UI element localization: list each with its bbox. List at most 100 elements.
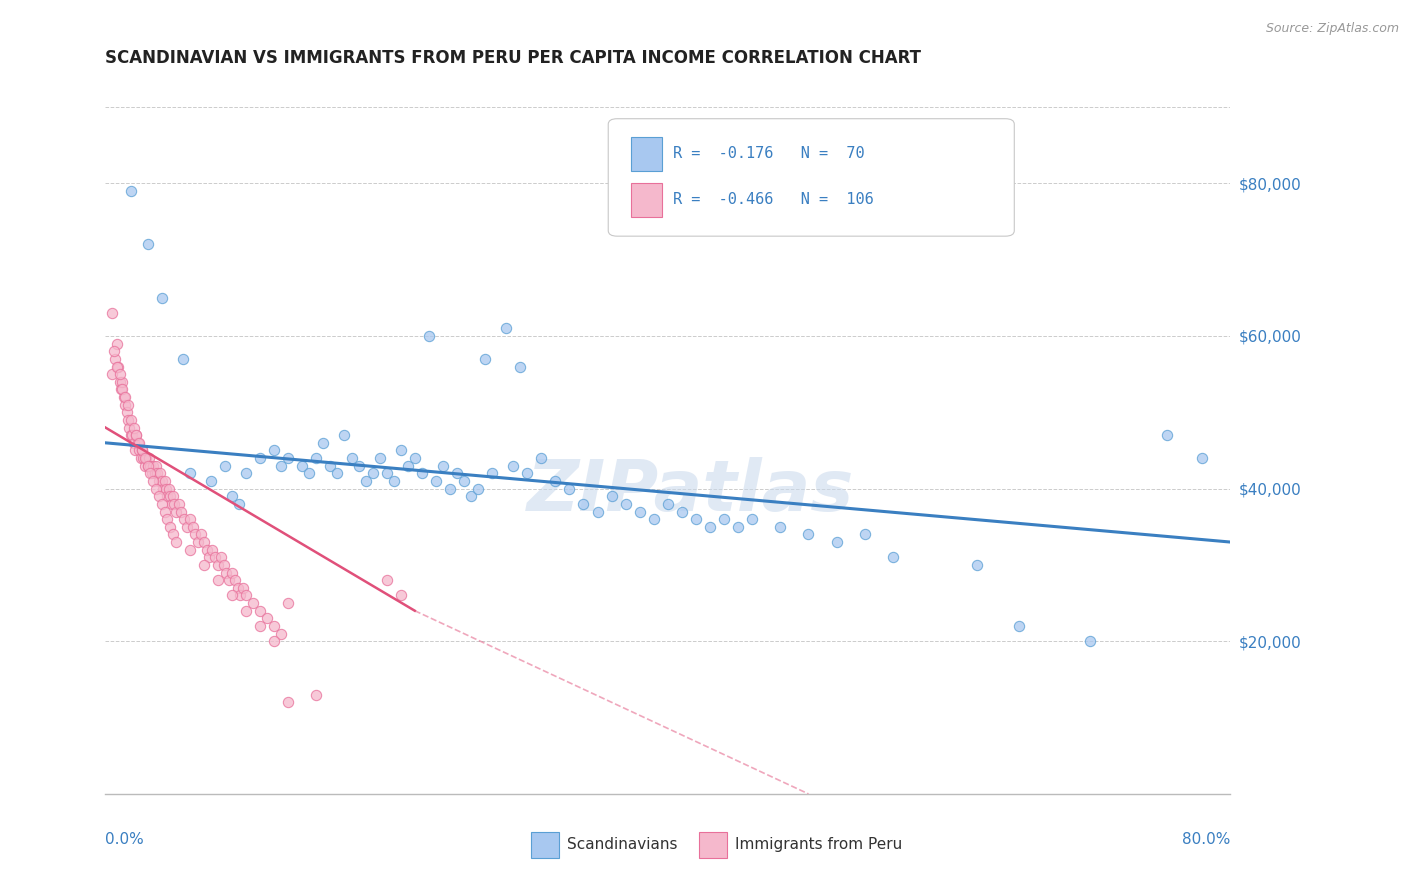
Point bbox=[218, 573, 240, 587]
Point bbox=[193, 535, 215, 549]
Point bbox=[263, 443, 285, 458]
Point bbox=[129, 451, 152, 466]
Point bbox=[291, 458, 314, 473]
Point bbox=[122, 420, 145, 434]
Point bbox=[825, 535, 848, 549]
Point bbox=[474, 351, 496, 366]
Point bbox=[195, 542, 218, 557]
Point bbox=[127, 435, 149, 450]
Point bbox=[145, 482, 167, 496]
Point bbox=[263, 619, 285, 633]
FancyBboxPatch shape bbox=[631, 136, 662, 171]
Point bbox=[425, 474, 447, 488]
Point bbox=[101, 367, 124, 381]
Point bbox=[270, 626, 292, 640]
Point bbox=[221, 566, 243, 580]
Point bbox=[382, 474, 405, 488]
Text: R =  -0.466   N =  106: R = -0.466 N = 106 bbox=[673, 193, 875, 207]
Point bbox=[101, 306, 124, 320]
Point bbox=[136, 237, 159, 252]
Point bbox=[173, 512, 195, 526]
Point bbox=[153, 504, 176, 518]
Point bbox=[198, 550, 221, 565]
Point bbox=[516, 467, 538, 481]
Point bbox=[530, 451, 553, 466]
Point bbox=[467, 482, 489, 496]
Point bbox=[114, 390, 136, 404]
Point bbox=[162, 527, 184, 541]
Point bbox=[152, 482, 174, 496]
Point bbox=[853, 527, 876, 541]
Point bbox=[439, 482, 461, 496]
Point bbox=[614, 497, 637, 511]
Point bbox=[657, 497, 679, 511]
Point bbox=[150, 291, 173, 305]
Point bbox=[277, 596, 299, 610]
Point bbox=[165, 504, 187, 518]
Point bbox=[170, 504, 193, 518]
Point bbox=[190, 527, 212, 541]
Point bbox=[148, 474, 170, 488]
Point bbox=[155, 482, 177, 496]
Point bbox=[319, 458, 342, 473]
Point bbox=[117, 398, 139, 412]
Point bbox=[179, 542, 201, 557]
Point bbox=[134, 458, 156, 473]
Point bbox=[481, 467, 503, 481]
Point bbox=[139, 458, 162, 473]
Point bbox=[1078, 634, 1101, 648]
Point bbox=[138, 451, 160, 466]
Point bbox=[108, 367, 131, 381]
Point bbox=[361, 467, 384, 481]
Point bbox=[882, 550, 904, 565]
FancyBboxPatch shape bbox=[699, 831, 727, 858]
Point bbox=[235, 467, 257, 481]
Point bbox=[270, 458, 292, 473]
Point bbox=[107, 359, 129, 374]
Point bbox=[375, 467, 398, 481]
Point bbox=[163, 497, 186, 511]
Point bbox=[558, 482, 581, 496]
Point bbox=[235, 589, 257, 603]
Point bbox=[200, 474, 222, 488]
Point bbox=[1191, 451, 1213, 466]
Point bbox=[277, 451, 299, 466]
Point bbox=[215, 566, 238, 580]
Point bbox=[228, 497, 250, 511]
Point bbox=[699, 520, 721, 534]
Point bbox=[128, 443, 150, 458]
Point bbox=[797, 527, 820, 541]
Point bbox=[333, 428, 356, 442]
Point bbox=[509, 359, 531, 374]
Point bbox=[572, 497, 595, 511]
Point bbox=[411, 467, 433, 481]
Point bbox=[118, 420, 141, 434]
Point bbox=[671, 504, 693, 518]
Point bbox=[628, 504, 651, 518]
Point bbox=[142, 474, 165, 488]
Point bbox=[142, 458, 165, 473]
Point bbox=[249, 619, 271, 633]
Point bbox=[446, 467, 468, 481]
Point bbox=[146, 467, 169, 481]
Point bbox=[418, 329, 440, 343]
Point bbox=[368, 451, 391, 466]
Point bbox=[125, 428, 148, 442]
Point bbox=[120, 413, 142, 427]
Point bbox=[124, 443, 146, 458]
Point bbox=[111, 375, 134, 389]
Point bbox=[139, 467, 162, 481]
Point bbox=[159, 520, 181, 534]
Point bbox=[156, 512, 179, 526]
Point bbox=[263, 634, 285, 648]
Point bbox=[136, 458, 159, 473]
FancyBboxPatch shape bbox=[631, 183, 662, 217]
Point bbox=[207, 573, 229, 587]
Point bbox=[160, 497, 183, 511]
Point bbox=[249, 451, 271, 466]
Point bbox=[181, 520, 204, 534]
Point bbox=[305, 688, 328, 702]
Point bbox=[966, 558, 988, 572]
Point bbox=[120, 428, 142, 442]
FancyBboxPatch shape bbox=[530, 831, 558, 858]
